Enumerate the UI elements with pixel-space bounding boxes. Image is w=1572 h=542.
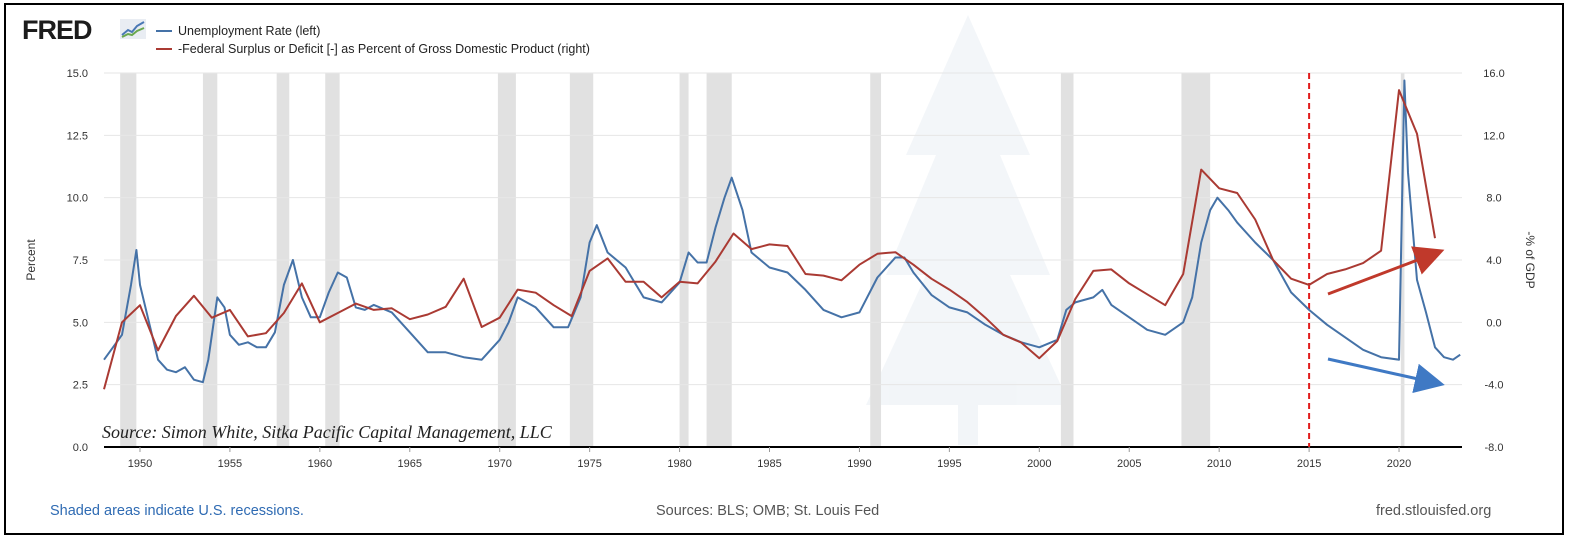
x-tick-label: 1955: [218, 458, 242, 470]
legend-swatch-deficit: [156, 48, 172, 50]
y-left-tick-label: 10.0: [67, 193, 88, 205]
y-left-tick-label: 7.5: [73, 255, 88, 267]
legend-item-unemployment[interactable]: Unemployment Rate (left): [156, 24, 320, 38]
trend-arrow-blue: [1327, 357, 1445, 394]
chart-line-icon: [120, 19, 146, 39]
x-tick-label: 1975: [577, 458, 601, 470]
x-tick-label: 2015: [1297, 458, 1321, 470]
legend-label-unemployment: Unemployment Rate (left): [178, 24, 321, 38]
fred-url[interactable]: fred.stlouisfed.org: [1376, 503, 1492, 519]
series-line-deficit: [103, 89, 1436, 390]
y-left-tick-label: 15.0: [67, 68, 88, 80]
x-tick-label: 1970: [487, 458, 511, 470]
legend-swatch-unemployment: [156, 30, 172, 32]
y-left-tick-label: 5.0: [73, 317, 88, 329]
x-tick-label: 1980: [667, 458, 691, 470]
source-annotation: Source: Simon White, Sitka Pacific Capit…: [102, 422, 553, 442]
y-right-tick-label: 8.0: [1486, 193, 1501, 205]
y-left-axis-title: Percent: [24, 239, 38, 281]
y-right-tick-label: 4.0: [1486, 255, 1501, 267]
recession-note-link[interactable]: Shaded areas indicate U.S. recessions.: [50, 503, 304, 519]
y-left-tick-label: 2.5: [73, 380, 88, 392]
y-left-tick-label: 0.0: [73, 442, 88, 454]
x-tick-label: 1985: [757, 458, 781, 470]
x-tick-label: 1950: [128, 458, 152, 470]
x-tick-label: 2010: [1207, 458, 1231, 470]
trend-arrows: [1327, 246, 1445, 394]
y-right-tick-label: 12.0: [1483, 130, 1504, 142]
y-left-tick-label: 12.5: [67, 130, 88, 142]
y-right-tick-label: -4.0: [1485, 380, 1504, 392]
x-tick-label: 2005: [1117, 458, 1141, 470]
y-right-tick-label: -8.0: [1485, 442, 1504, 454]
legend-label-deficit: -Federal Surplus or Deficit [-] as Perce…: [178, 42, 590, 56]
x-tick-label: 1990: [847, 458, 871, 470]
fred-logo: FRED: [22, 15, 92, 45]
legend-item-deficit[interactable]: -Federal Surplus or Deficit [-] as Perce…: [156, 42, 590, 56]
sources-text: Sources: BLS; OMB; St. Louis Fed: [656, 503, 880, 519]
y-right-tick-label: 0.0: [1486, 317, 1501, 329]
trend-arrow-red: [1327, 246, 1445, 296]
x-tick-label: 2000: [1027, 458, 1051, 470]
x-tick-label: 1965: [398, 458, 422, 470]
tree-watermark: [866, 15, 1070, 445]
chart-plot: 0.0 2.5 5.0 7.5 10.0 12.5 15.0 -8.0 -4.0 0.0 4.0 8.…: [24, 15, 1537, 470]
y-right-axis-title: -% of GDP: [1523, 231, 1537, 288]
series-line-unemployment: [103, 79, 1461, 384]
chart-frame: FRED Unemployment Rate (left) -Federal S…: [4, 3, 1564, 535]
x-tick-label: 1995: [937, 458, 961, 470]
x-tick-label: 2020: [1387, 458, 1411, 470]
y-right-tick-label: 16.0: [1483, 68, 1504, 80]
x-tick-label: 1960: [308, 458, 332, 470]
